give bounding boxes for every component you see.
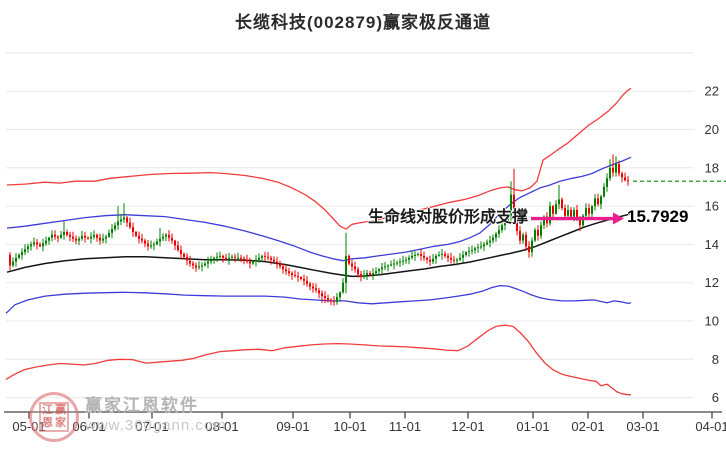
y-tick-label: 22 bbox=[705, 84, 719, 99]
support-annotation-label: 生命线对股价形成支撑 bbox=[367, 209, 528, 226]
seal-char: 家 bbox=[55, 417, 66, 429]
support-arrow bbox=[531, 212, 624, 225]
x-tick-label: 07-01 bbox=[135, 419, 168, 434]
x-axis: 05-01 06-01 07-01 08-01 09-01 10-01 11-01 12-01… bbox=[4, 411, 726, 434]
watermark-brand-text: 赢家江恩软件 bbox=[85, 396, 199, 415]
y-tick-label: 12 bbox=[705, 275, 719, 290]
y-tick-label: 14 bbox=[705, 237, 719, 252]
y-tick-label: 8 bbox=[712, 352, 719, 367]
seal-char: 赢 bbox=[55, 404, 66, 416]
life-line-value-label: 15.7929 bbox=[627, 207, 689, 226]
y-tick-label: 16 bbox=[705, 199, 719, 214]
page-title: 长缆科技(002879)赢家极反通道 bbox=[234, 13, 492, 32]
y-tick-label: 6 bbox=[712, 390, 719, 405]
y-axis: 22 20 18 16 14 12 10 8 6 bbox=[705, 84, 719, 405]
x-tick-label: 12-01 bbox=[451, 419, 484, 434]
gridlines bbox=[6, 52, 694, 399]
inner-lower-blue bbox=[5, 284, 632, 314]
brand-seal-icon: 江 赢 恩 家 bbox=[29, 392, 79, 442]
x-tick-label: 08-01 bbox=[205, 419, 238, 434]
y-tick-label: 18 bbox=[705, 160, 719, 175]
x-tick-label: 09-01 bbox=[276, 419, 309, 434]
watermark-url-text: www.360gann.com bbox=[85, 417, 227, 434]
life-line-black bbox=[6, 213, 632, 278]
inner-upper-blue bbox=[6, 156, 632, 262]
y-tick-label: 10 bbox=[705, 314, 719, 329]
x-tick-label: 02-01 bbox=[571, 419, 604, 434]
x-tick-label: 03-01 bbox=[626, 419, 659, 434]
x-tick-label: 10-01 bbox=[333, 419, 366, 434]
x-tick-label: 01-01 bbox=[516, 419, 549, 434]
brand-seal-characters: 江 赢 恩 家 bbox=[39, 402, 69, 432]
outer-lower-red bbox=[5, 324, 631, 396]
x-tick-label: 04-01 bbox=[695, 419, 726, 434]
outer-upper-red bbox=[6, 87, 632, 230]
x-tick-label: 11-01 bbox=[389, 419, 421, 434]
y-tick-label: 20 bbox=[705, 122, 719, 137]
seal-char: 恩 bbox=[42, 417, 53, 429]
seal-char: 江 bbox=[42, 404, 53, 416]
x-tick-label: 06-01 bbox=[72, 419, 105, 434]
candles bbox=[9, 154, 629, 306]
